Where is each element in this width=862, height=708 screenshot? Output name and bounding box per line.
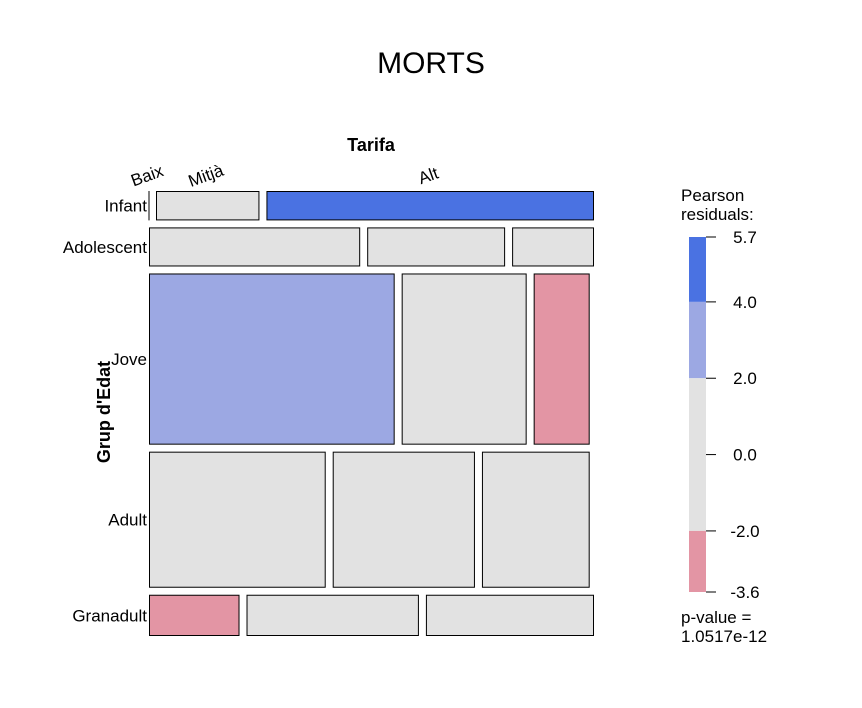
column-variable-label: Tarifa (347, 135, 396, 155)
legend-color-bands (689, 237, 706, 592)
residual-legend: Pearson residuals: 5.74.02.00.0-2.0-3.6 … (681, 186, 767, 646)
legend-band (689, 301, 706, 379)
mosaic-tile (149, 273, 395, 445)
legend-tick-label: 2.0 (733, 369, 757, 388)
legend-band (689, 378, 706, 531)
mosaic-tile (246, 594, 419, 637)
mosaic-tile (149, 451, 326, 588)
row-label: Adolescent (63, 238, 147, 257)
legend-title-line: Pearson (681, 186, 744, 205)
legend-title-line: residuals: (681, 205, 754, 224)
legend-tick-label: 0.0 (733, 446, 757, 465)
legend-title: Pearson residuals: (681, 186, 754, 224)
legend-band (689, 237, 706, 302)
column-label: Baix (128, 161, 166, 190)
row-label: Adult (108, 511, 147, 530)
mosaic-tiles (148, 191, 594, 637)
mosaic-tile (425, 594, 594, 637)
mosaic-tile (401, 273, 527, 445)
legend-ticks: 5.7 4.0 2.0 0.0 -2.0 -3.6 (706, 228, 760, 602)
column-labels: Baix Mitjà Alt (128, 161, 441, 191)
row-label: Granadult (72, 606, 147, 625)
legend-tick-label: -3.6 (730, 583, 759, 602)
mosaic-tile (156, 191, 260, 221)
p-value-line: 1.0517e-12 (681, 627, 767, 646)
legend-band (689, 530, 706, 592)
legend-tick-label: 4.0 (733, 293, 757, 312)
p-value-line: p-value = (681, 608, 751, 627)
mosaic-tile (332, 451, 475, 588)
row-variable-label: Grup d'Edat (94, 361, 114, 463)
chart-title: MORTS (377, 47, 485, 80)
mosaic-tile (266, 191, 594, 221)
mosaic-tile (481, 451, 590, 588)
legend-tick-label: 5.7 (733, 228, 757, 247)
row-labels: Infant Adolescent Jove Adult Granadult (63, 197, 147, 626)
mosaic-tile (149, 594, 240, 637)
legend-tick-label: -2.0 (730, 522, 759, 541)
column-label: Mitjà (186, 161, 227, 191)
mosaic-tile (367, 227, 506, 267)
row-label: Jove (111, 350, 147, 369)
mosaic-tile (512, 227, 594, 267)
row-label: Infant (104, 197, 147, 216)
mosaic-tile (149, 227, 361, 267)
mosaic-tile (533, 273, 590, 445)
p-value: p-value = 1.0517e-12 (681, 608, 767, 646)
column-label: Alt (416, 163, 441, 188)
